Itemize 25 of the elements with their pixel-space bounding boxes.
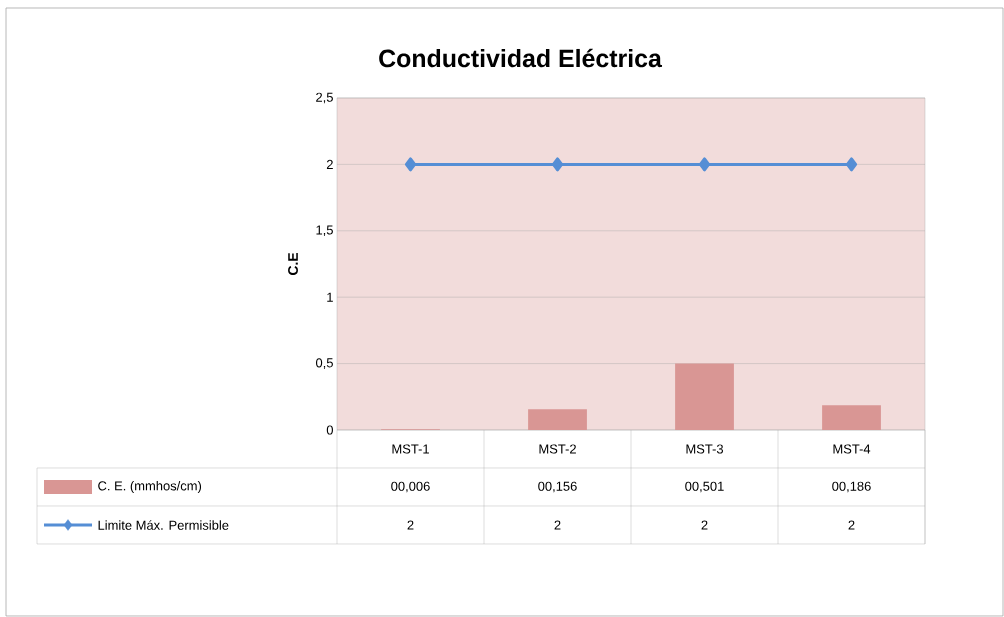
y-tick-label: 0,5 [315, 358, 333, 369]
bar [528, 409, 587, 430]
y-tick-label: 2 [326, 159, 333, 169]
legend-label: C. E. (mmhos/cm) [98, 480, 202, 494]
y-tick-label: 2,5 [316, 92, 333, 104]
legend-label: Limite Máx. Permisible [98, 520, 229, 530]
data-label: 2 [701, 520, 708, 530]
x-tick-label: MST-3 [686, 444, 724, 454]
x-tick-label: MST-1 [392, 444, 429, 454]
y-axis-title: C.E [288, 252, 298, 276]
data-label: 2 [848, 520, 855, 530]
data-label: 00,501 [685, 481, 724, 493]
x-tick-label: MST-2 [539, 444, 576, 454]
data-label: 00,156 [538, 481, 577, 493]
y-tick-label: 1,5 [316, 225, 333, 237]
y-tick-label: 0 [326, 425, 333, 435]
chart-title: Conductividad Eléctrica [379, 48, 663, 68]
data-label: 00,006 [391, 481, 430, 493]
x-tick-label: MST-4 [833, 444, 871, 454]
data-label: 2 [554, 520, 561, 530]
bar [822, 405, 881, 430]
y-tick-label: 1 [327, 292, 333, 302]
data-label: 00,186 [832, 481, 871, 493]
data-label: 2 [407, 520, 414, 530]
bar [675, 363, 734, 430]
